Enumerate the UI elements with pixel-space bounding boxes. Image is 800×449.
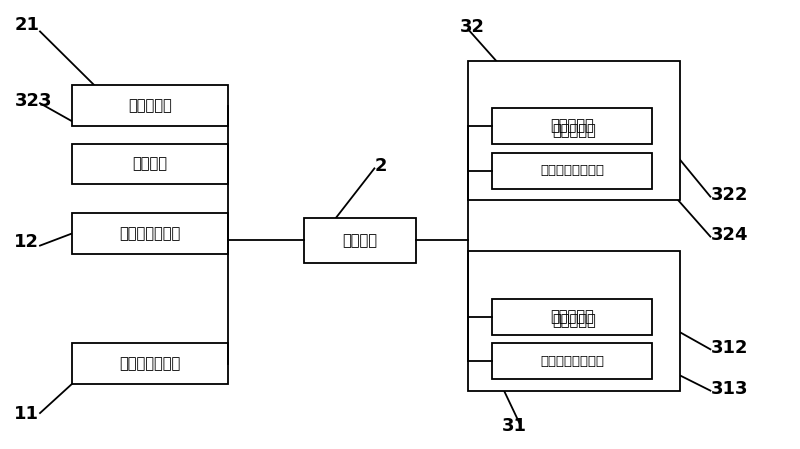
Text: 322: 322: [710, 186, 748, 204]
Text: 312: 312: [710, 339, 748, 357]
Bar: [304, 218, 416, 263]
Bar: [468, 251, 680, 391]
Bar: [72, 144, 228, 184]
Text: 32: 32: [460, 18, 485, 36]
Bar: [492, 343, 652, 379]
Text: 11: 11: [14, 405, 39, 423]
Bar: [72, 85, 228, 126]
Text: 升降机构: 升降机构: [133, 156, 167, 172]
Text: 12: 12: [14, 233, 39, 251]
Text: 下磨盘压力传感器: 下磨盘压力传感器: [540, 355, 604, 368]
Text: 323: 323: [14, 92, 52, 110]
Text: 下磨盘电机: 下磨盘电机: [550, 309, 594, 324]
Bar: [72, 213, 228, 254]
Text: 下磨盘单元: 下磨盘单元: [552, 313, 596, 329]
Text: 上磨盘单元: 上磨盘单元: [552, 123, 596, 138]
Text: 控制单元: 控制单元: [342, 233, 378, 248]
Bar: [492, 153, 652, 189]
Text: 324: 324: [710, 226, 748, 244]
Text: 上磨盘电机: 上磨盘电机: [550, 118, 594, 133]
Bar: [492, 299, 652, 335]
Bar: [72, 343, 228, 384]
Text: 上磨盘压力传感器: 上磨盘压力传感器: [540, 164, 604, 177]
Text: 冷却液添加单元: 冷却液添加单元: [119, 226, 181, 241]
Bar: [492, 108, 652, 144]
Text: 31: 31: [502, 417, 526, 435]
Text: 2: 2: [374, 157, 387, 175]
Bar: [468, 61, 680, 200]
Text: 温度传感器: 温度传感器: [128, 98, 172, 113]
Text: 研磨料添加单元: 研磨料添加单元: [119, 356, 181, 371]
Text: 21: 21: [14, 16, 39, 34]
Text: 313: 313: [710, 380, 748, 398]
